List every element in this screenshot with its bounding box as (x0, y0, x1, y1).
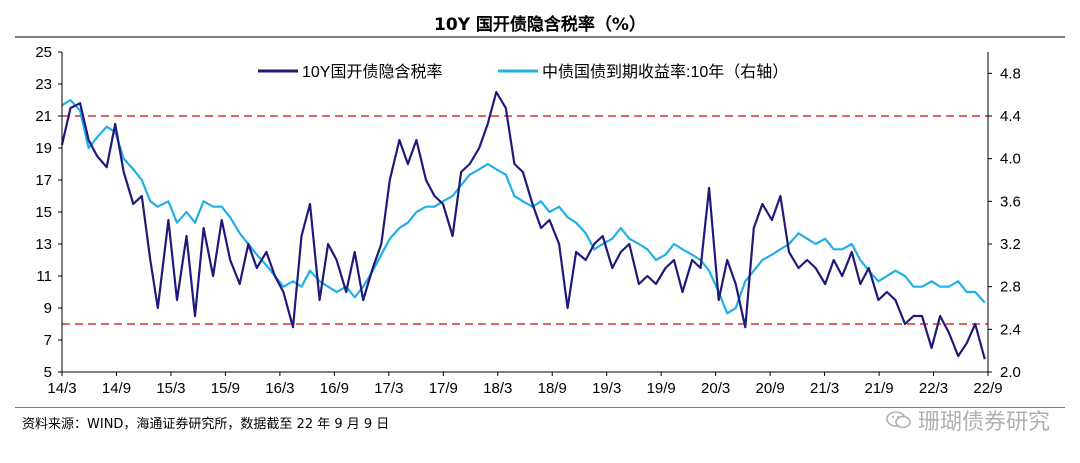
bottom-rule (15, 407, 1065, 408)
x-tick-label: 15/9 (211, 380, 240, 397)
right-tick-label: 4.8 (1000, 65, 1021, 82)
reference-lines (62, 115, 988, 325)
x-tick-label: 21/3 (810, 380, 839, 397)
left-tick-label: 17 (35, 172, 52, 189)
wechat-icon (886, 411, 911, 429)
x-tick-label: 20/9 (756, 380, 785, 397)
top-rule (15, 36, 1065, 38)
right-tick-label: 4.4 (1000, 108, 1021, 125)
x-tick-label: 21/9 (864, 380, 893, 397)
x-tick-label: 17/9 (429, 380, 458, 397)
right-tick-label: 3.6 (1000, 193, 1021, 210)
x-tick-label: 17/3 (374, 380, 403, 397)
right-tick-label: 2.8 (1000, 279, 1021, 296)
left-tick-label: 13 (35, 236, 52, 253)
left-tick-label: 9 (44, 300, 52, 317)
legend: 10Y国开债隐含税率 中债国债到期收益率:10年（右轴） (258, 63, 788, 81)
source-note: 资料来源：WIND，海通证券研究所，数据截至 22 年 9 月 9 日 (22, 417, 390, 432)
x-tick-label: 22/3 (919, 380, 948, 397)
series-left-line (60, 90, 986, 360)
chart-title: 10Y 国开债隐含税率（%） (434, 15, 646, 35)
axes: 5 7 9 11 13 15 17 19 21 23 25 2.0 2.4 2.8 3.2 3.6 4.0 4.4… (35, 44, 1021, 397)
x-tick-label: 18/3 (483, 380, 512, 397)
x-tick-label: 16/3 (265, 380, 294, 397)
watermark-text: 珊瑚债券研究 (917, 410, 1050, 435)
x-tick-label: 19/3 (592, 380, 621, 397)
left-tick-label: 15 (35, 204, 52, 221)
x-tick-label: 14/3 (47, 380, 76, 397)
right-tick-label: 3.2 (1000, 236, 1021, 253)
left-tick-label: 25 (35, 44, 52, 61)
series-right-group (61, 98, 986, 315)
legend-label: 10Y国开债隐含税率 (302, 63, 442, 81)
legend-label: 中债国债到期收益率:10年（右轴） (542, 63, 788, 81)
left-tick-label: 5 (44, 364, 52, 381)
x-tick-label: 22/9 (973, 380, 1002, 397)
right-tick-label: 4.0 (1000, 151, 1021, 168)
x-tick-label: 15/3 (156, 380, 185, 397)
right-tick-label: 2.4 (1000, 321, 1021, 338)
x-tick-label: 19/9 (647, 380, 676, 397)
series-right-line (61, 98, 986, 315)
right-tick-label: 2.0 (1000, 364, 1021, 381)
watermark: 珊瑚债券研究 (886, 404, 1050, 436)
x-tick-label: 14/9 (102, 380, 131, 397)
x-tick-label: 16/9 (320, 380, 349, 397)
left-tick-label: 21 (35, 108, 52, 125)
x-tick-label: 20/3 (701, 380, 730, 397)
left-tick-label: 11 (36, 268, 52, 285)
series-left-group (60, 90, 986, 360)
x-tick-label: 18/9 (538, 380, 567, 397)
left-tick-label: 23 (35, 76, 52, 93)
left-tick-label: 19 (35, 140, 52, 157)
left-tick-label: 7 (44, 332, 52, 349)
